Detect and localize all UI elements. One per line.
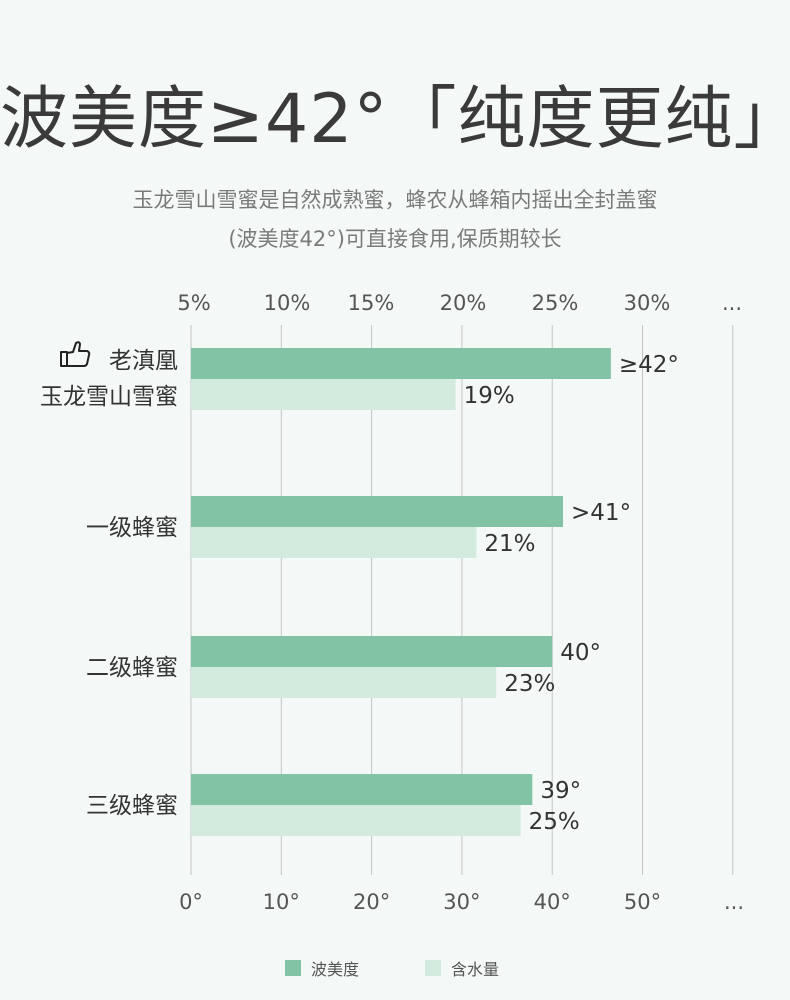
page-title: 波美度≥42°「纯度更纯」 xyxy=(0,80,790,159)
category-label: 老滇凰 xyxy=(109,348,178,374)
bar-water xyxy=(191,379,456,410)
legend-item-water: 含水量 xyxy=(425,956,499,980)
data-label-water: 25% xyxy=(529,809,580,835)
legend-item-baume: 波美度 xyxy=(285,956,359,980)
data-label-baume: ≥42° xyxy=(619,352,679,378)
x-top-tick-label: 5% xyxy=(177,291,210,315)
subtitle-line-1: 玉龙雪山雪蜜是自然成熟蜜，蜂农从蜂箱内摇出全封盖蜜 xyxy=(132,188,658,212)
bar-water xyxy=(191,805,521,836)
bar-chart: 0° 10° 20° 30° 40° 50° ... 5% 10% 15% 20% 25% 30%...… xyxy=(40,291,744,914)
bar-baume xyxy=(191,348,611,379)
data-label-water: 19% xyxy=(464,383,515,409)
subtitle-line-2: (波美度42°)可直接食用,保质期较长 xyxy=(228,227,562,251)
bar-water xyxy=(191,667,497,698)
x-bottom-tick-label: ... xyxy=(724,890,744,914)
x-bottom-tick-label: 0° xyxy=(179,890,203,914)
legend-swatch-water xyxy=(425,960,441,976)
legend-label-water: 含水量 xyxy=(451,960,500,979)
legend: 波美度 含水量 xyxy=(0,956,790,980)
bar-water xyxy=(191,527,477,558)
category-label: 玉龙雪山雪蜜 xyxy=(40,384,178,410)
x-top-tick-label: 25% xyxy=(532,291,579,315)
bar-baume xyxy=(191,774,533,805)
category-label: 二级蜂蜜 xyxy=(86,655,178,681)
thumbs-up-icon xyxy=(60,341,91,367)
x-bottom-tick-label: 50° xyxy=(624,890,661,914)
x-top-tick-label: 20% xyxy=(440,291,487,315)
data-label-water: 23% xyxy=(504,671,555,697)
x-top-tick-label: 15% xyxy=(348,291,395,315)
bar-baume xyxy=(191,496,564,527)
bar-baume xyxy=(191,636,553,667)
data-label-water: 21% xyxy=(484,531,535,557)
x-top-tick-label: 10% xyxy=(264,291,311,315)
x-top-tick-label: 30% xyxy=(624,291,671,315)
data-label-baume: >41° xyxy=(571,500,631,526)
legend-swatch-baume xyxy=(285,960,301,976)
data-label-baume: 40° xyxy=(560,640,601,666)
x-bottom-tick-label: 20° xyxy=(353,890,390,914)
x-bottom-tick-label: 40° xyxy=(534,890,571,914)
category-label: 三级蜂蜜 xyxy=(86,793,178,819)
x-bottom-tick-label: 10° xyxy=(263,890,300,914)
x-bottom-tick-label: 30° xyxy=(443,890,480,914)
category-label: 一级蜂蜜 xyxy=(86,515,178,541)
x-top-tick-label: ... xyxy=(722,291,742,315)
data-label-baume: 39° xyxy=(540,778,581,804)
legend-label-baume: 波美度 xyxy=(311,960,360,979)
